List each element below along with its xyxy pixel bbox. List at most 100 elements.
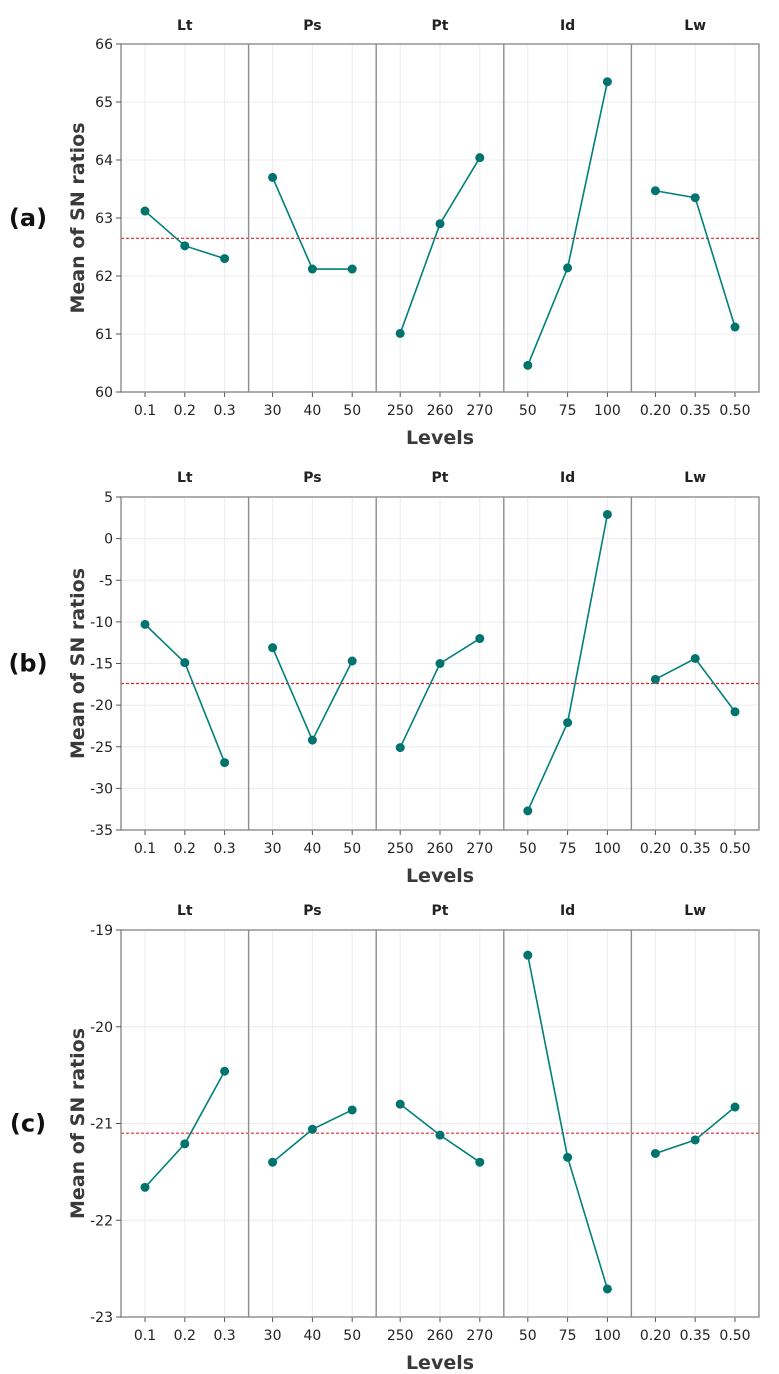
factor-title-lw: Lw bbox=[684, 903, 706, 919]
data-point bbox=[395, 328, 405, 338]
data-point bbox=[602, 509, 612, 519]
data-point bbox=[220, 254, 230, 264]
x-tick-label: 0.3 bbox=[213, 1328, 235, 1344]
factor-id: Id 50 75 100 bbox=[519, 18, 621, 419]
y-tick-label: 62 bbox=[95, 269, 113, 285]
factor-title-pt: Pt bbox=[432, 470, 449, 486]
data-point bbox=[220, 758, 230, 768]
factor-title-pt: Pt bbox=[432, 18, 449, 34]
y-tick-label: 63 bbox=[95, 211, 113, 227]
x-tick-label: 270 bbox=[466, 841, 493, 857]
x-tick-label: 0.2 bbox=[174, 841, 196, 857]
data-point bbox=[140, 1182, 150, 1192]
data-point bbox=[475, 153, 485, 163]
x-tick-label: 270 bbox=[466, 1328, 493, 1344]
x-tick-label: 40 bbox=[303, 841, 321, 857]
data-point bbox=[730, 707, 740, 717]
x-tick-label: 0.50 bbox=[719, 403, 750, 419]
y-tick-label: -15 bbox=[90, 657, 113, 673]
data-point bbox=[475, 1157, 485, 1167]
x-tick-label: 0.20 bbox=[640, 841, 671, 857]
x-tick-label: 0.3 bbox=[213, 841, 235, 857]
factor-pt: Pt 250 260 270 bbox=[387, 470, 493, 857]
y-tick-label: -20 bbox=[90, 1020, 113, 1036]
x-tick-label: 50 bbox=[519, 841, 537, 857]
x-tick-label: 75 bbox=[559, 403, 577, 419]
x-tick-label: 75 bbox=[559, 841, 577, 857]
data-point bbox=[220, 1066, 230, 1076]
data-point bbox=[180, 241, 190, 251]
x-tick-label: 40 bbox=[303, 1328, 321, 1344]
factor-title-ps: Ps bbox=[303, 903, 321, 919]
data-point bbox=[650, 1148, 660, 1158]
data-point bbox=[347, 656, 357, 666]
x-tick-label: 0.35 bbox=[680, 403, 711, 419]
x-tick-label: 40 bbox=[303, 403, 321, 419]
factor-lw: Lw 0.20 0.35 0.50 bbox=[640, 903, 751, 1344]
x-tick-label: 30 bbox=[264, 403, 282, 419]
panel-label: (c) bbox=[10, 1110, 46, 1138]
data-point bbox=[347, 1105, 357, 1115]
factor-ps: Ps 30 40 50 bbox=[264, 903, 361, 1344]
factor-lw: Lw 0.20 0.35 0.50 bbox=[640, 18, 751, 419]
data-point bbox=[307, 735, 317, 745]
x-tick-label: 75 bbox=[559, 1328, 577, 1344]
data-point bbox=[307, 264, 317, 274]
y-tick-label: 66 bbox=[95, 37, 113, 53]
factor-title-ps: Ps bbox=[303, 470, 321, 486]
y-tick-label: -22 bbox=[90, 1213, 113, 1229]
y-tick-label: 5 bbox=[104, 490, 113, 506]
x-tick-label: 250 bbox=[387, 403, 414, 419]
x-tick-label: 50 bbox=[519, 403, 537, 419]
y-axis-label: Mean of SN ratios bbox=[67, 122, 89, 313]
factor-title-lt: Lt bbox=[177, 470, 193, 486]
data-point bbox=[523, 950, 533, 960]
factor-title-lt: Lt bbox=[177, 903, 193, 919]
data-point bbox=[523, 360, 533, 370]
factor-id: Id 50 75 100 bbox=[519, 470, 621, 857]
data-point bbox=[395, 1099, 405, 1109]
grid-lines bbox=[121, 929, 759, 1318]
x-tick-label: 250 bbox=[387, 1328, 414, 1344]
chart-panel-3: Lt 0.1 0.2 0.3 Ps 30 40 50 Pt 250 260 270 Id 50 75 100 L… bbox=[10, 903, 760, 1374]
data-point bbox=[563, 1152, 573, 1162]
grid-lines bbox=[121, 43, 759, 393]
x-tick-label: 50 bbox=[343, 1328, 361, 1344]
factor-title-lt: Lt bbox=[177, 18, 193, 34]
data-point bbox=[180, 658, 190, 668]
factor-title-pt: Pt bbox=[432, 903, 449, 919]
x-tick-label: 0.3 bbox=[213, 403, 235, 419]
factor-lw: Lw 0.20 0.35 0.50 bbox=[640, 470, 751, 857]
x-tick-label: 0.20 bbox=[640, 1328, 671, 1344]
data-point bbox=[307, 1124, 317, 1134]
y-tick-label: 64 bbox=[95, 153, 113, 169]
y-tick-label: -21 bbox=[90, 1117, 113, 1133]
data-point bbox=[563, 718, 573, 728]
data-point bbox=[268, 172, 278, 182]
y-tick-label: -5 bbox=[99, 573, 113, 589]
data-point bbox=[730, 1102, 740, 1112]
data-point bbox=[268, 643, 278, 653]
y-tick-label: 60 bbox=[95, 385, 113, 401]
factor-ps: Ps 30 40 50 bbox=[264, 470, 361, 857]
data-point bbox=[475, 634, 485, 644]
x-tick-label: 0.1 bbox=[134, 403, 156, 419]
factor-title-ps: Ps bbox=[303, 18, 321, 34]
factor-lt: Lt 0.1 0.2 0.3 bbox=[134, 18, 236, 419]
x-tick-label: 0.35 bbox=[680, 841, 711, 857]
y-tick-label: -30 bbox=[90, 781, 113, 797]
factor-lt: Lt 0.1 0.2 0.3 bbox=[134, 470, 236, 857]
data-point bbox=[140, 619, 150, 629]
x-tick-label: 100 bbox=[594, 841, 621, 857]
x-tick-label: 100 bbox=[594, 403, 621, 419]
factor-id: Id 50 75 100 bbox=[519, 903, 621, 1344]
y-tick-label: -35 bbox=[90, 823, 113, 839]
x-tick-label: 0.20 bbox=[640, 403, 671, 419]
x-axis-label: Levels bbox=[406, 427, 474, 449]
y-tick-label: 65 bbox=[95, 95, 113, 111]
y-tick-label: -23 bbox=[90, 1310, 113, 1326]
data-point bbox=[140, 206, 150, 216]
x-tick-label: 50 bbox=[343, 841, 361, 857]
